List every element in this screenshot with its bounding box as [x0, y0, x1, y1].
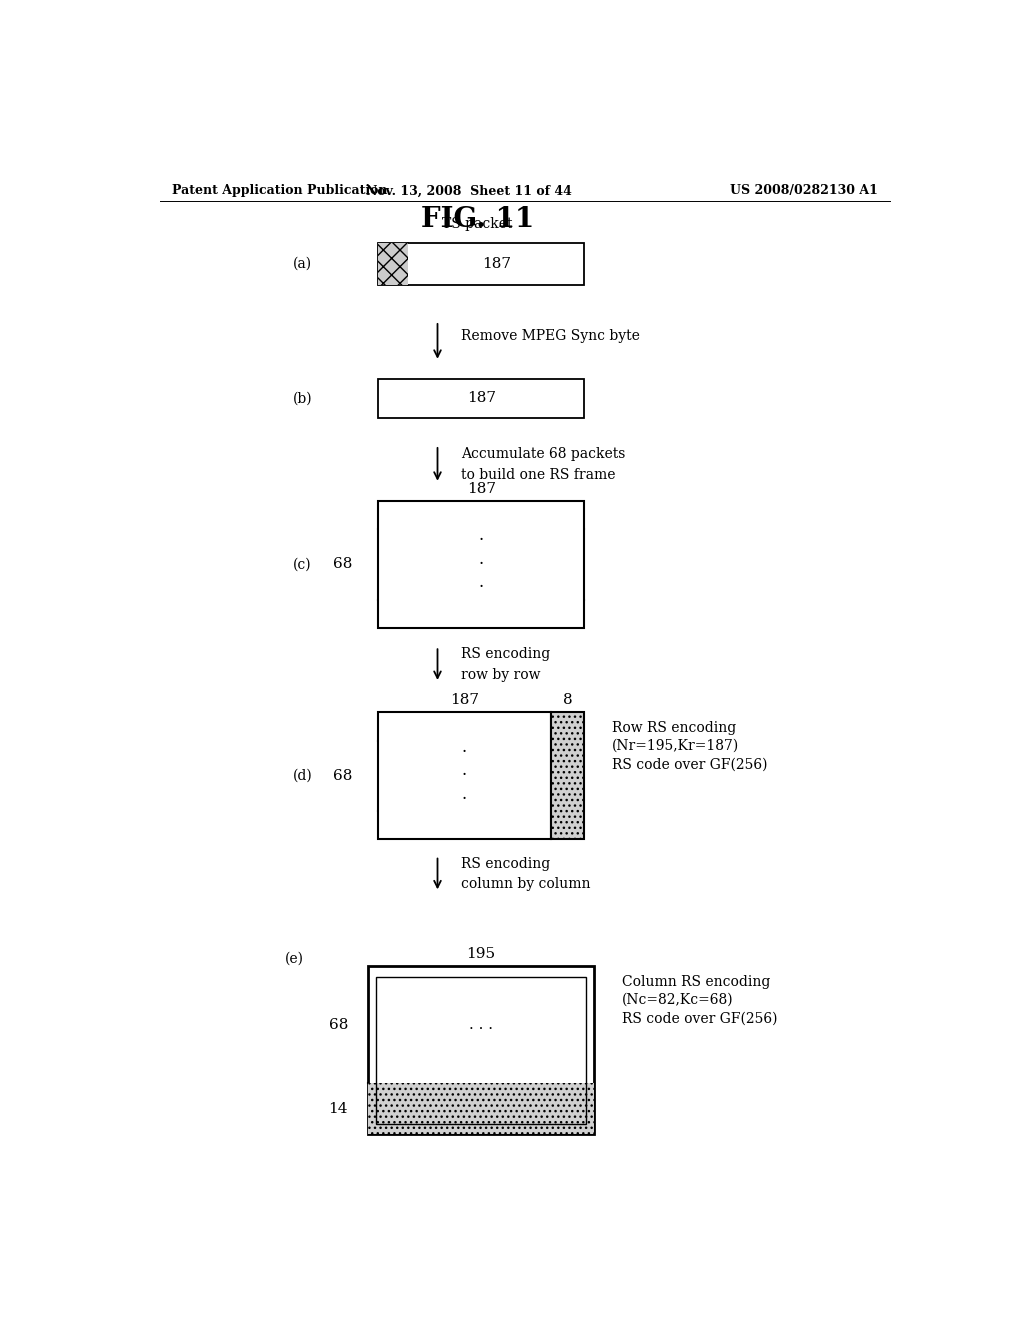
Text: 14: 14 — [329, 1102, 348, 1115]
Text: RS code over GF(256): RS code over GF(256) — [622, 1011, 777, 1026]
Text: 187: 187 — [467, 391, 496, 405]
Text: to build one RS frame: to build one RS frame — [462, 467, 615, 482]
Text: Nov. 13, 2008  Sheet 11 of 44: Nov. 13, 2008 Sheet 11 of 44 — [367, 185, 572, 198]
Text: (Nc=82,Kc=68): (Nc=82,Kc=68) — [622, 993, 733, 1007]
Text: RS encoding: RS encoding — [462, 857, 551, 871]
Text: (c): (c) — [293, 557, 312, 572]
Bar — [378, 379, 585, 417]
Text: Accumulate 68 packets: Accumulate 68 packets — [462, 447, 626, 461]
Text: RS code over GF(256): RS code over GF(256) — [612, 758, 768, 771]
Bar — [369, 966, 594, 1134]
Text: 68: 68 — [333, 768, 352, 783]
Text: 187: 187 — [481, 257, 511, 271]
Text: 187: 187 — [450, 693, 479, 708]
Text: 195: 195 — [467, 948, 496, 961]
Text: . . .: . . . — [469, 1018, 494, 1032]
Text: TS packet: TS packet — [442, 218, 512, 231]
Text: Column RS encoding: Column RS encoding — [622, 974, 770, 989]
Text: RS encoding: RS encoding — [462, 647, 551, 661]
Text: US 2008/0282130 A1: US 2008/0282130 A1 — [730, 185, 878, 198]
Text: ·
·
·: · · · — [462, 744, 467, 808]
Bar — [377, 977, 586, 1125]
Bar — [378, 243, 585, 285]
Text: column by column: column by column — [462, 876, 591, 891]
Text: 68: 68 — [329, 1018, 348, 1032]
Bar — [551, 713, 585, 840]
Text: (Nr=195,Kr=187): (Nr=195,Kr=187) — [612, 739, 739, 752]
Text: 68: 68 — [333, 557, 352, 572]
Text: . . .: . . . — [469, 1102, 494, 1115]
Bar — [378, 500, 585, 628]
Text: Patent Application Publication: Patent Application Publication — [172, 185, 387, 198]
Text: (a): (a) — [293, 257, 312, 271]
Text: (b): (b) — [293, 391, 312, 405]
Bar — [378, 713, 551, 840]
Text: FIG. 11: FIG. 11 — [421, 206, 534, 232]
Text: (e): (e) — [285, 952, 304, 966]
Text: 187: 187 — [467, 482, 496, 496]
Text: row by row: row by row — [462, 668, 541, 681]
Bar — [369, 1084, 594, 1134]
Text: (d): (d) — [293, 768, 312, 783]
Text: Row RS encoding: Row RS encoding — [612, 721, 736, 735]
Bar — [378, 243, 409, 285]
Text: ·
·
·: · · · — [478, 532, 483, 597]
Text: Remove MPEG Sync byte: Remove MPEG Sync byte — [462, 329, 640, 343]
Text: 8: 8 — [563, 693, 572, 708]
